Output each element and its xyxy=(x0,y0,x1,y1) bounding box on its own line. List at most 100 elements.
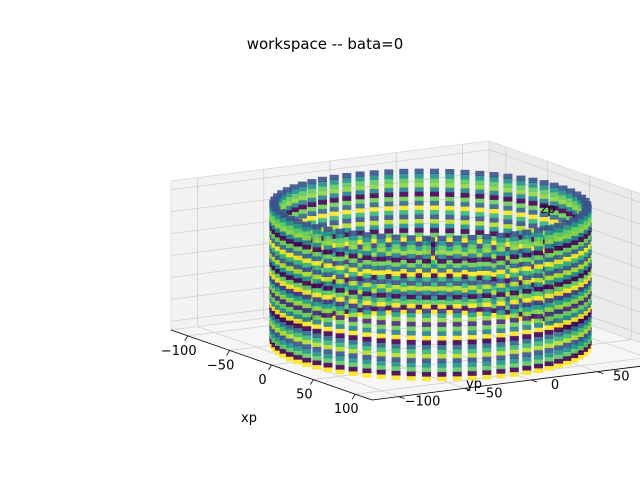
data-point xyxy=(369,265,379,271)
data-point xyxy=(528,313,538,319)
data-point xyxy=(482,288,492,294)
data-point xyxy=(293,350,303,356)
data-point xyxy=(318,185,327,192)
data-point xyxy=(406,348,416,354)
data-point xyxy=(482,265,492,271)
data-point xyxy=(376,296,386,303)
data-point xyxy=(362,268,372,274)
data-point xyxy=(307,310,317,316)
data-point xyxy=(335,359,345,366)
data-point xyxy=(329,206,339,212)
data-point xyxy=(452,253,462,259)
data-point xyxy=(539,288,549,294)
data-point xyxy=(279,298,289,304)
data-point xyxy=(274,318,284,324)
data-point xyxy=(285,342,295,348)
data-point xyxy=(522,234,532,240)
data-point xyxy=(293,227,303,234)
data-point xyxy=(475,306,485,312)
data-point xyxy=(293,268,303,274)
data-point xyxy=(384,287,394,293)
data-point xyxy=(362,272,372,279)
data-point xyxy=(534,318,543,324)
data-point xyxy=(460,310,470,316)
data-point xyxy=(329,220,339,226)
data-point xyxy=(569,339,579,345)
data-point xyxy=(566,188,576,194)
data-point xyxy=(274,282,284,288)
data-point xyxy=(475,188,485,195)
data-point xyxy=(566,193,576,199)
data-point xyxy=(430,177,439,183)
data-point xyxy=(289,206,299,213)
data-point xyxy=(399,250,409,256)
data-point xyxy=(274,286,284,292)
x-axis-label: xp xyxy=(241,411,257,426)
data-point xyxy=(384,278,394,284)
data-point xyxy=(534,299,543,306)
data-point xyxy=(452,307,462,314)
y-tick-label: 0 xyxy=(551,378,559,393)
data-point xyxy=(452,348,462,354)
data-point xyxy=(391,243,401,249)
data-point xyxy=(522,297,532,303)
data-point xyxy=(574,272,584,279)
data-point xyxy=(422,353,431,359)
data-point xyxy=(452,326,462,332)
data-point xyxy=(534,354,543,360)
data-point xyxy=(307,228,317,235)
data-point xyxy=(282,187,292,193)
data-point xyxy=(348,253,358,259)
data-point xyxy=(562,319,572,325)
data-point xyxy=(445,178,455,184)
data-point xyxy=(544,347,554,353)
data-point xyxy=(528,272,538,278)
data-point xyxy=(342,227,352,233)
data-point xyxy=(437,303,447,309)
data-point xyxy=(562,351,572,357)
data-point xyxy=(406,321,416,327)
data-point xyxy=(496,327,506,333)
data-point xyxy=(539,270,549,276)
data-point xyxy=(569,312,579,318)
data-point xyxy=(558,199,568,205)
data-point xyxy=(437,276,447,282)
data-point xyxy=(558,217,568,223)
data-point xyxy=(539,320,549,326)
data-point xyxy=(406,285,416,291)
data-point xyxy=(574,282,584,288)
data-point xyxy=(318,253,327,259)
data-point xyxy=(312,274,322,280)
data-point xyxy=(422,375,431,382)
data-point xyxy=(406,289,416,295)
data-point xyxy=(342,258,352,265)
data-point xyxy=(369,202,379,208)
data-point xyxy=(279,249,289,255)
data-point xyxy=(489,176,499,182)
data-point xyxy=(522,360,532,366)
data-point xyxy=(460,260,470,266)
y-tick-label: −100 xyxy=(405,395,441,410)
data-point xyxy=(539,306,549,312)
data-point xyxy=(274,218,284,224)
data-point xyxy=(496,241,506,248)
data-point xyxy=(516,180,526,186)
data-point xyxy=(482,374,492,380)
data-point xyxy=(528,299,538,306)
data-point xyxy=(279,321,289,327)
data-point xyxy=(452,298,462,304)
data-point xyxy=(285,238,295,244)
data-point xyxy=(482,365,492,371)
data-point xyxy=(355,185,365,191)
data-point xyxy=(329,296,339,303)
data-point xyxy=(342,213,352,219)
data-point xyxy=(430,191,439,197)
data-point xyxy=(475,238,485,244)
data-point xyxy=(307,269,317,275)
data-point xyxy=(509,353,519,359)
data-point xyxy=(399,232,409,238)
data-point xyxy=(348,284,358,291)
data-point xyxy=(503,200,513,207)
data-point xyxy=(302,307,312,313)
data-point xyxy=(302,230,312,236)
